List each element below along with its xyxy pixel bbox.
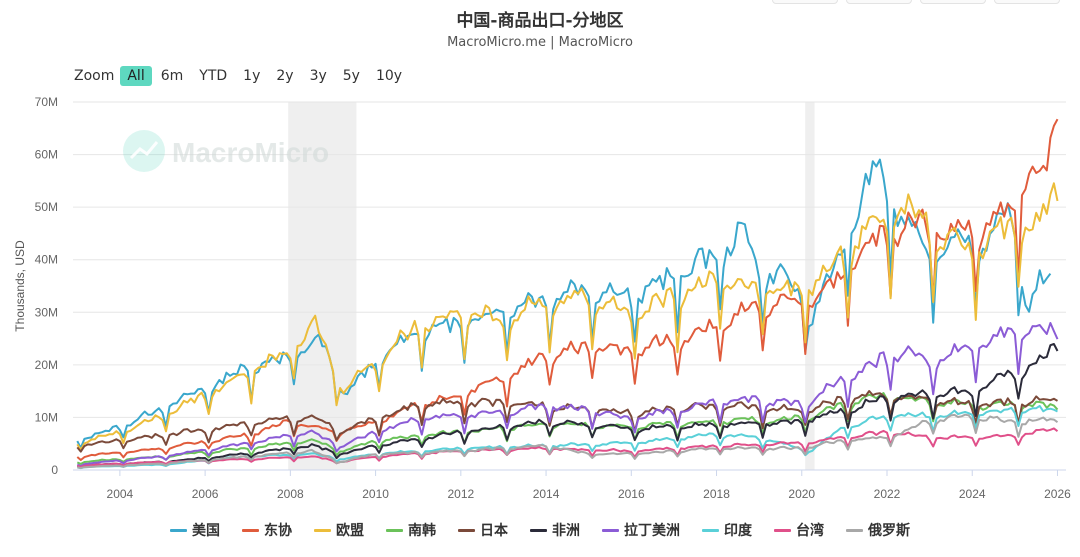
legend-swatch — [530, 528, 547, 532]
legend-swatch — [774, 528, 791, 532]
legend-swatch — [314, 528, 331, 532]
legend-swatch — [242, 528, 259, 532]
watermark-text: MacroMicro — [172, 137, 329, 168]
y-tick-label: 60M — [35, 148, 58, 162]
legend-label: 东协 — [264, 523, 292, 539]
y-tick-label: 0 — [51, 463, 58, 477]
zoom-button-1y[interactable]: 1y — [243, 68, 261, 84]
watermark: MacroMicro — [123, 130, 329, 172]
x-tick-label: 2022 — [874, 487, 901, 501]
legend-item[interactable]: 印度 — [702, 520, 752, 540]
chart-title: 中国-商品出口-分地区 — [456, 11, 624, 31]
legend: 美国 东协 欧盟 南韩 日本 非洲 拉丁美洲 印度 台湾 俄罗斯 — [0, 520, 1080, 540]
series-line-6[interactable] — [76, 322, 1059, 468]
x-tick-label: 2024 — [959, 487, 986, 501]
legend-swatch — [846, 528, 863, 532]
y-tick-label: 10M — [35, 410, 58, 424]
zoom-button-5y[interactable]: 5y — [342, 68, 360, 84]
legend-swatch — [602, 528, 619, 532]
legend-label: 美国 — [192, 523, 220, 539]
x-tick-label: 2008 — [277, 487, 304, 501]
legend-label: 日本 — [480, 523, 508, 539]
y-tick-label: 50M — [35, 200, 58, 214]
recession-band — [288, 102, 357, 470]
legend-item[interactable]: 俄罗斯 — [846, 520, 910, 540]
legend-swatch — [170, 528, 187, 532]
legend-label: 欧盟 — [336, 523, 364, 539]
zoom-button-ytd[interactable]: YTD — [199, 68, 228, 84]
series-line-4[interactable] — [76, 390, 1059, 453]
x-tick-label: 2020 — [788, 487, 815, 501]
x-tick-label: 2018 — [703, 487, 730, 501]
legend-label: 拉丁美洲 — [624, 523, 680, 539]
legend-item[interactable]: 美国 — [170, 520, 220, 540]
legend-item[interactable]: 南韩 — [386, 520, 436, 540]
line-chart: MacroMicro 0 10M 20M 30M 40M 50M 60M 70M 2004 200… — [13, 95, 1071, 501]
legend-label: 俄罗斯 — [868, 523, 910, 539]
y-axis-label: Thousands, USD — [13, 240, 27, 332]
zoom-button-2y[interactable]: 2y — [276, 68, 294, 84]
series-line-9[interactable] — [77, 413, 1059, 469]
x-tick-label: 2026 — [1044, 487, 1071, 501]
x-tick-label: 2012 — [447, 487, 474, 501]
legend-item[interactable]: 台湾 — [774, 520, 824, 540]
legend-label: 印度 — [724, 523, 752, 539]
series-line-2[interactable] — [76, 182, 1059, 451]
top-toolbar-buttons — [764, 0, 1060, 4]
recession-band — [805, 102, 815, 470]
legend-item[interactable]: 日本 — [458, 520, 508, 540]
zoom-button-10y[interactable]: 10y — [375, 68, 403, 84]
legend-label: 台湾 — [796, 523, 824, 539]
legend-swatch — [702, 528, 719, 532]
series-line-0[interactable] — [76, 158, 1052, 449]
zoom-selector: Zoom All 6m YTD 1y 2y 3y 5y 10y — [74, 65, 411, 87]
x-tick-label: 2006 — [192, 487, 219, 501]
y-tick-label: 40M — [35, 253, 58, 267]
chart-subtitle: MacroMicro.me | MacroMicro — [447, 35, 633, 50]
legend-item[interactable]: 拉丁美洲 — [602, 520, 680, 540]
legend-label: 南韩 — [408, 523, 436, 539]
y-tick-label: 20M — [35, 358, 58, 372]
series-line-8[interactable] — [77, 427, 1059, 468]
y-tick-label: 70M — [35, 95, 58, 109]
x-tick-label: 2004 — [107, 487, 134, 501]
x-tick-label: 2014 — [533, 487, 560, 501]
legend-item[interactable]: 非洲 — [530, 520, 580, 540]
legend-item[interactable]: 欧盟 — [314, 520, 364, 540]
series-line-5[interactable] — [77, 343, 1059, 468]
zoom-label: Zoom — [74, 68, 115, 84]
legend-swatch — [458, 528, 475, 532]
zoom-button-3y[interactable]: 3y — [309, 68, 327, 84]
y-tick-label: 30M — [35, 305, 58, 319]
x-tick-label: 2016 — [618, 487, 645, 501]
zoom-button-6m[interactable]: 6m — [160, 68, 184, 84]
legend-item[interactable]: 东协 — [242, 520, 292, 540]
zoom-button-all[interactable]: All — [120, 66, 152, 86]
legend-label: 非洲 — [552, 523, 580, 539]
x-tick-label: 2010 — [362, 487, 389, 501]
legend-swatch — [386, 528, 403, 532]
